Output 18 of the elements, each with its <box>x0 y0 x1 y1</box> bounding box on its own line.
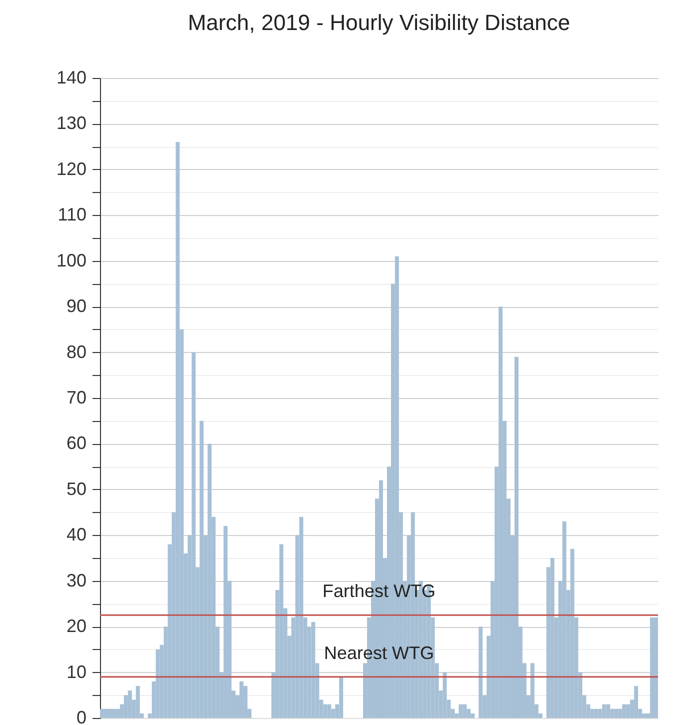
y-tick-label: 130 <box>56 113 86 134</box>
y-tick-label: 120 <box>56 158 86 179</box>
ref-line-label: Farthest WTG <box>322 581 436 602</box>
y-tick-label: 110 <box>58 204 86 225</box>
y-tick-label: 40 <box>66 524 86 545</box>
y-tick-label: 100 <box>56 250 86 270</box>
y-tick-label: 60 <box>66 433 86 454</box>
y-tick-label: 80 <box>66 342 86 362</box>
y-tick-label: 20 <box>66 616 86 636</box>
y-tick-label: 30 <box>66 570 86 590</box>
y-tick-label: 0 <box>76 708 86 725</box>
y-tick-label: 70 <box>66 388 86 408</box>
y-tick-label: 90 <box>66 296 86 316</box>
ref-line-label: Nearest WTG <box>324 642 434 663</box>
y-tick-label: 10 <box>66 662 86 682</box>
y-tick-label: 50 <box>66 478 86 499</box>
chart-title: March, 2019 - Hourly Visibility Distance <box>188 10 570 35</box>
y-tick-label: 140 <box>56 68 86 88</box>
